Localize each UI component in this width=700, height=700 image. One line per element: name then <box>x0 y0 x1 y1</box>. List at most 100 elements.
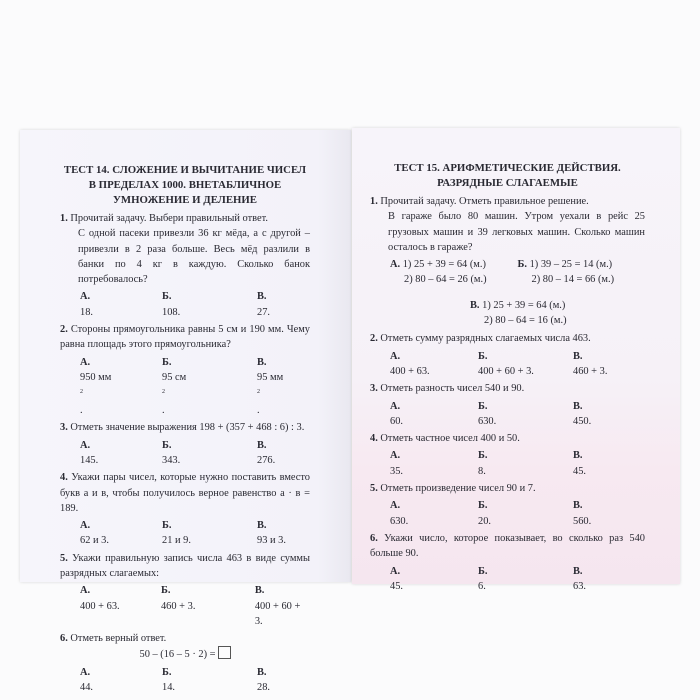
option-value: 400 + 60 + 3. <box>478 365 534 377</box>
option-letter: В. <box>573 400 583 412</box>
option-letter: Б. <box>162 439 172 451</box>
option-value: 460 + 3. <box>573 365 608 377</box>
option-letter: А. <box>80 585 91 597</box>
question-text: Отметь значение выражения 198 + (357 + 4… <box>70 422 305 434</box>
question-2: 2. Отметь сумму разрядных слагаемых числ… <box>370 331 645 346</box>
option-letter: В. <box>257 520 267 532</box>
answer-option[interactable]: Б. 20. <box>478 498 573 529</box>
question-5: 5. Укажи правильную запись числа 463 в в… <box>60 551 310 582</box>
option-letter: Б. <box>478 500 488 512</box>
option-letter: Б. <box>162 356 172 368</box>
option-letter: В. <box>254 585 265 597</box>
answer-option[interactable]: В. 45. <box>573 448 586 479</box>
option-value: 400 + 63. <box>390 365 430 377</box>
answer-option[interactable]: Б. 460 + 3. <box>161 583 255 629</box>
question-number: 1. <box>60 213 68 224</box>
answer-option[interactable]: Б. 6. <box>478 564 573 595</box>
question-text: Отметь сумму разрядных слагаемых числа 4… <box>380 333 591 345</box>
question-number: 4. <box>60 472 68 484</box>
answer-option[interactable]: А. 145. <box>80 438 162 469</box>
answer-option[interactable]: Б. 95 см 2. <box>162 355 257 419</box>
answer-option[interactable]: Б. 400 + 60 + 3. <box>478 349 573 380</box>
solution-v[interactable]: В. 1) 25 + 39 = 64 (м.) 2) 80 – 64 = 16 … <box>370 298 645 329</box>
superscript: 2 <box>162 389 165 396</box>
solutions-ab: А. 1) 25 + 39 = 64 (м.) 2) 80 – 64 = 26 … <box>370 257 645 288</box>
answer-option[interactable]: А. 62 и 3. <box>80 518 162 549</box>
answer-option[interactable]: А. 630. <box>390 498 478 529</box>
option-letter: В. <box>573 565 583 577</box>
option-letter: Б. <box>478 400 488 412</box>
answer-option[interactable]: А. 35. <box>390 448 478 479</box>
answer-option[interactable]: В. 95 мм 2. <box>257 355 283 419</box>
question-text: Укажи правильную запись числа 463 в виде… <box>60 552 310 579</box>
option-value: 343. <box>162 454 181 466</box>
left-page: ТЕСТ 14. СЛОЖЕНИЕ И ВЫЧИТАНИЕ ЧИСЕЛ В ПР… <box>20 130 351 693</box>
answer-option[interactable]: В. 28. <box>257 665 270 696</box>
question-2: 2. Стороны прямоугольника равны 5 см и 1… <box>60 322 310 353</box>
option-value: 6. <box>478 580 486 592</box>
equation-text: 50 – (16 – 5 · 2) = <box>139 649 216 661</box>
answer-box[interactable] <box>217 646 231 660</box>
question-1: 1. Прочитай задачу. Отметь правильное ре… <box>370 194 645 255</box>
option-value: 8. <box>478 465 486 477</box>
answer-option[interactable]: А. 44. <box>80 665 162 696</box>
option-letter: Б. <box>162 520 172 532</box>
answer-option[interactable]: Б. 21 и 9. <box>162 518 257 549</box>
question-text: Прочитай задачу. Отметь правильное решен… <box>380 196 589 207</box>
option-letter: Б. <box>478 565 488 577</box>
question-text: Стороны прямоугольника равны 5 см и 190 … <box>60 324 310 351</box>
question-text: Отметь частное чисел 400 и 50. <box>380 433 520 445</box>
option-value: 108. <box>162 306 181 318</box>
answer-option[interactable]: В. 450. <box>573 399 591 430</box>
answer-option[interactable]: А. 60. <box>390 399 478 430</box>
test-14-title: ТЕСТ 14. СЛОЖЕНИЕ И ВЫЧИТАНИЕ ЧИСЕЛ В ПР… <box>60 163 310 208</box>
answer-option[interactable]: Б. 108. <box>162 289 257 320</box>
superscript: 2 <box>80 389 83 396</box>
answer-option[interactable]: А. 18. <box>80 289 162 320</box>
solution-b[interactable]: Б. 1) 39 – 25 = 14 (м.) 2) 80 – 14 = 66 … <box>518 257 646 288</box>
answer-option[interactable]: В. 460 + 3. <box>573 349 607 380</box>
option-letter: Б. <box>478 350 488 362</box>
answer-option[interactable]: Б. 8. <box>478 448 573 479</box>
answer-option[interactable]: В. 93 и 3. <box>257 518 286 549</box>
title-line: УМНОЖЕНИЕ И ДЕЛЕНИЕ <box>112 194 258 206</box>
answer-options: А. 60. Б. 630. В. 450. <box>370 399 645 430</box>
answer-options: А. 950 мм 2. Б. 95 см 2. В. 95 мм 2. <box>60 355 310 419</box>
answer-option[interactable]: А. 45. <box>390 564 478 595</box>
question-number: 6. <box>370 532 378 544</box>
option-value: 630. <box>390 515 409 527</box>
solution-a[interactable]: А. 1) 25 + 39 = 64 (м.) 2) 80 – 64 = 26 … <box>390 257 518 288</box>
answer-option[interactable]: А. 400 + 63. <box>390 349 478 380</box>
right-page: ТЕСТ 15. АРИФМЕТИЧЕСКИЕ ДЕЙСТВИЯ. РАЗРЯД… <box>352 128 680 592</box>
option-letter: А. <box>80 520 91 532</box>
question-number: 3. <box>60 422 68 434</box>
answer-option[interactable]: Б. 343. <box>162 438 257 469</box>
answer-option[interactable]: А. 400 + 63. <box>80 583 161 629</box>
option-letter: В. <box>573 350 583 362</box>
answer-option[interactable]: В. 400 + 60 + 3. <box>255 583 310 629</box>
answer-option[interactable]: В. 27. <box>257 289 270 320</box>
option-letter: А. <box>390 500 401 512</box>
question-text: Отметь произведение чисел 90 и 7. <box>380 483 536 495</box>
title-line: ТЕСТ 15. АРИФМЕТИЧЕСКИЕ ДЕЙСТВИЯ. <box>394 162 621 174</box>
option-value: 93 и 3. <box>257 535 286 547</box>
answer-options: А. 18. Б. 108. В. 27. <box>60 289 310 320</box>
solution-step: 2) 80 – 64 = 16 (м.) <box>484 315 567 327</box>
option-end: . <box>257 405 260 417</box>
question-number: 6. <box>60 633 68 645</box>
answer-option[interactable]: Б. 630. <box>478 399 573 430</box>
option-letter: В. <box>573 500 583 512</box>
answer-option[interactable]: Б. 14. <box>162 665 257 696</box>
answer-option[interactable]: В. 560. <box>573 498 591 529</box>
option-value: 950 мм <box>80 371 112 383</box>
option-letter: В. <box>257 439 267 451</box>
question-number: 1. <box>370 196 378 207</box>
answer-option[interactable]: В. 63. <box>573 564 586 595</box>
solution-step: 2) 80 – 14 = 66 (м.) <box>531 274 615 286</box>
answer-option[interactable]: А. 950 мм 2. <box>80 355 162 419</box>
option-value: 28. <box>257 682 270 694</box>
answer-option[interactable]: В. 276. <box>257 438 275 469</box>
answer-options: А. 44. Б. 14. В. 28. <box>60 665 310 696</box>
question-3: 3. Отметь значение выражения 198 + (357 … <box>60 420 310 435</box>
option-letter: В. <box>257 291 267 303</box>
